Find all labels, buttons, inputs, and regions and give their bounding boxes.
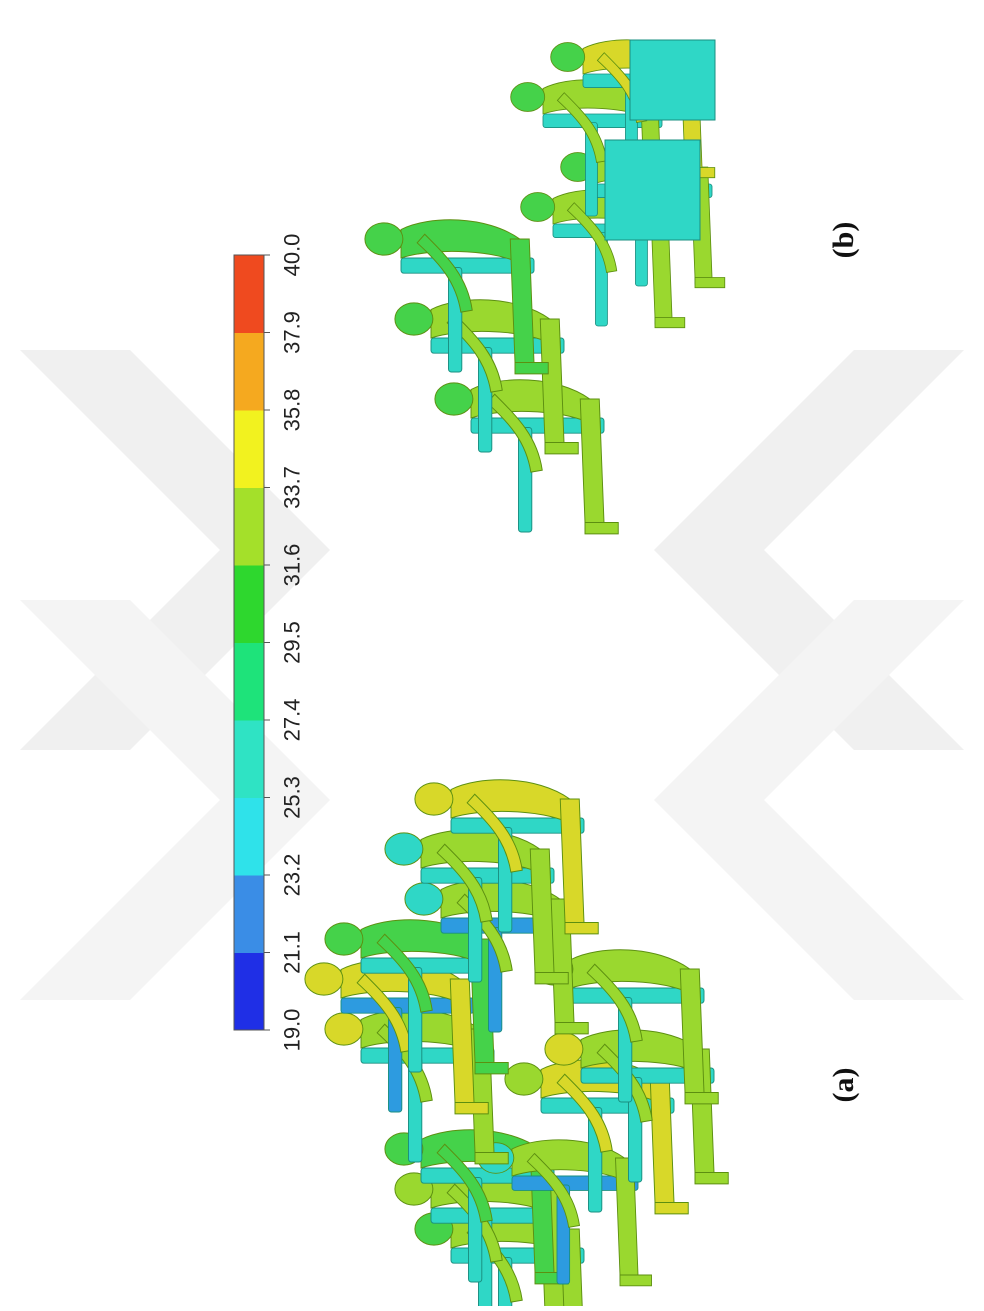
chair-back	[470, 417, 605, 434]
colorbar-segment	[234, 642, 264, 721]
arm	[566, 202, 618, 273]
arm	[556, 92, 608, 163]
arm	[376, 933, 433, 1013]
foot	[684, 1092, 719, 1105]
foot	[694, 1172, 729, 1185]
head	[324, 1012, 364, 1046]
leg	[679, 968, 705, 1093]
leg	[449, 978, 475, 1103]
head	[544, 1032, 584, 1066]
head	[520, 192, 556, 222]
foot	[474, 1062, 509, 1075]
colorbar-segments	[234, 255, 264, 1031]
colorbar-segment	[234, 410, 264, 488]
colorbar-tick-label: 31.6	[280, 544, 305, 587]
arm	[556, 1073, 613, 1153]
leg	[579, 398, 605, 523]
occupants-group-a	[304, 779, 729, 1311]
colorbar-tick-label: 29.5	[280, 621, 305, 664]
occupant	[364, 219, 549, 375]
arm	[436, 843, 493, 923]
colorbar-segment	[234, 797, 264, 876]
colorbar-segment	[234, 487, 264, 566]
occupant	[384, 829, 569, 985]
head	[434, 382, 474, 416]
arm	[436, 1143, 493, 1223]
head	[550, 42, 586, 72]
colorbar-tick-label: 27.4	[280, 699, 305, 742]
foot	[654, 317, 686, 329]
foot	[554, 1022, 589, 1035]
arm	[526, 1152, 581, 1228]
chair-back	[420, 867, 555, 884]
foot	[564, 922, 599, 935]
head	[394, 302, 434, 336]
arm	[416, 233, 473, 313]
colorbar-tick-label: 25.3	[280, 776, 305, 819]
colorbar-tick-label: 33.7	[280, 466, 305, 509]
occupant	[414, 779, 599, 935]
leg	[559, 798, 585, 923]
foot	[454, 1102, 489, 1115]
colorbar-segment	[234, 565, 264, 643]
chair-back	[400, 257, 535, 274]
colorbar-segment	[234, 875, 264, 953]
colorbar-segment	[234, 255, 264, 333]
chair-back	[580, 1067, 715, 1084]
head	[324, 922, 364, 956]
head	[414, 782, 454, 816]
table-block	[629, 39, 716, 121]
foot	[654, 1202, 689, 1215]
colorbar-tick-label: 21.1	[280, 931, 305, 974]
occupant	[534, 949, 719, 1105]
occupant	[434, 379, 619, 535]
chair-back	[450, 817, 585, 834]
foot	[514, 362, 549, 375]
foot	[534, 972, 569, 985]
head	[504, 1062, 544, 1096]
chair-back	[511, 1175, 639, 1191]
panel-label-b: (b)	[827, 222, 860, 259]
leg	[529, 848, 555, 973]
colorbar-tick-label: 35.8	[280, 389, 305, 432]
foot	[474, 1152, 509, 1165]
head	[304, 962, 344, 996]
arm	[586, 963, 643, 1043]
table-block	[604, 139, 701, 241]
foot	[694, 277, 726, 289]
foot	[619, 1274, 652, 1287]
leg	[509, 238, 535, 363]
head	[404, 882, 444, 916]
panel-label-a: (a)	[827, 1068, 860, 1103]
colorbar-tick-label: 37.9	[280, 311, 305, 354]
leg	[539, 318, 565, 443]
arm	[356, 973, 413, 1053]
colorbar-segment	[234, 720, 264, 798]
colorbar-tick-label: 40.0	[280, 234, 305, 277]
watermark	[20, 350, 964, 1000]
colorbar-ticks: 19.0 21.1 23.2 25.3 27.4 29.5 31.6 33.7 35.8 37.9…	[264, 234, 305, 1052]
occupant	[324, 919, 509, 1075]
foot	[584, 522, 619, 535]
foot	[544, 442, 579, 455]
head	[364, 222, 404, 256]
arm	[466, 793, 523, 873]
head	[384, 832, 424, 866]
colorbar-tick-label: 19.0	[280, 1009, 305, 1052]
colorbar-segment	[234, 952, 264, 1031]
colorbar: 19.0 21.1 23.2 25.3 27.4 29.5 31.6 33.7 35.8 37.9…	[233, 234, 305, 1052]
occupants-group-b	[364, 39, 726, 535]
colorbar-tick-label: 23.2	[280, 854, 305, 897]
occupant	[394, 299, 579, 455]
leg	[649, 1078, 675, 1203]
arm	[486, 393, 543, 473]
head	[510, 82, 546, 112]
colorbar-segment	[234, 332, 264, 411]
